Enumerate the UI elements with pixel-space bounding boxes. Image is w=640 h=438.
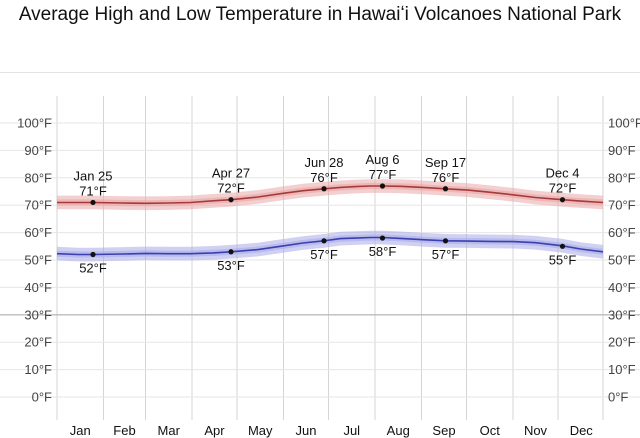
month-label: Jan — [70, 423, 91, 438]
month-label: Sep — [432, 423, 455, 438]
annotation-value: 55°F — [549, 252, 577, 267]
y-tick-label-right: 10°F — [608, 362, 636, 377]
annotation-point — [442, 238, 449, 244]
annotation-date: Sep 17 — [425, 155, 466, 170]
month-label: Aug — [387, 423, 410, 438]
month-label: Mar — [158, 423, 181, 438]
annotation-value: 76°F — [310, 170, 338, 185]
y-tick-label-left: 80°F — [24, 170, 52, 185]
title-divider — [0, 72, 640, 73]
annotation-date: Apr 27 — [212, 166, 250, 181]
high-temp-line — [57, 185, 603, 205]
y-tick-label-right: 50°F — [608, 253, 636, 268]
y-tick-label-right: 80°F — [608, 170, 636, 185]
annotation-value: 72°F — [217, 181, 245, 196]
annotation-date: Aug 6 — [366, 152, 400, 167]
annotation-value: 58°F — [369, 244, 397, 259]
annotation-date: Dec 4 — [546, 166, 580, 181]
annotation-point — [90, 251, 96, 258]
month-label: Dec — [570, 423, 594, 438]
high-temp-inner-band — [57, 182, 603, 207]
y-tick-label-right: 60°F — [608, 225, 636, 240]
y-tick-label-left: 90°F — [24, 143, 52, 158]
month-label: Nov — [524, 423, 548, 438]
annotation-value: 72°F — [549, 181, 577, 196]
annotation-point — [228, 249, 234, 255]
month-label: Oct — [480, 423, 501, 438]
annotation-point — [379, 235, 386, 241]
annotation-point — [379, 183, 386, 189]
annotation-point — [442, 186, 449, 192]
month-label: Jun — [296, 423, 317, 438]
annotation-point — [321, 238, 327, 244]
y-tick-label-left: 20°F — [24, 335, 52, 350]
y-tick-label-right: 70°F — [608, 198, 636, 213]
y-tick-label-right: 100°F — [608, 116, 640, 131]
y-tick-label-left: 60°F — [24, 225, 52, 240]
month-label: Apr — [204, 423, 225, 438]
month-label: Feb — [113, 423, 135, 438]
y-tick-label-left: 0°F — [32, 390, 52, 405]
annotation-value: 52°F — [79, 261, 107, 276]
y-tick-label-right: 20°F — [608, 335, 636, 350]
y-tick-label-left: 70°F — [24, 198, 52, 213]
month-label: Jul — [343, 423, 360, 438]
low-temp-line — [57, 236, 603, 256]
y-tick-label-left: 100°F — [17, 116, 52, 131]
annotation-value: 76°F — [432, 170, 460, 185]
month-label: May — [248, 423, 273, 438]
low-temp-inner-band — [57, 234, 603, 258]
annotation-value: 57°F — [432, 247, 460, 262]
y-tick-label-right: 0°F — [608, 390, 628, 405]
annotation-value: 71°F — [79, 183, 107, 198]
y-tick-label-right: 40°F — [608, 280, 636, 295]
annotation-point — [321, 186, 327, 192]
annotation-point — [90, 199, 96, 206]
annotation-value: 77°F — [369, 167, 397, 182]
y-tick-label-left: 30°F — [24, 307, 52, 322]
y-tick-label-right: 30°F — [608, 307, 636, 322]
annotation-point — [559, 243, 566, 249]
annotation-point — [559, 197, 566, 203]
annotation-date: Jun 28 — [304, 155, 343, 170]
chart-title: Average High and Low Temperature in Hawa… — [18, 4, 622, 25]
y-tick-label-left: 50°F — [24, 253, 52, 268]
y-tick-label-left: 40°F — [24, 280, 52, 295]
annotation-value: 53°F — [217, 258, 245, 273]
annotation-value: 57°F — [310, 247, 338, 262]
y-tick-label-left: 10°F — [24, 362, 52, 377]
y-tick-label-right: 90°F — [608, 143, 636, 158]
annotation-date: Jan 25 — [73, 168, 112, 183]
annotation-point — [228, 197, 234, 203]
